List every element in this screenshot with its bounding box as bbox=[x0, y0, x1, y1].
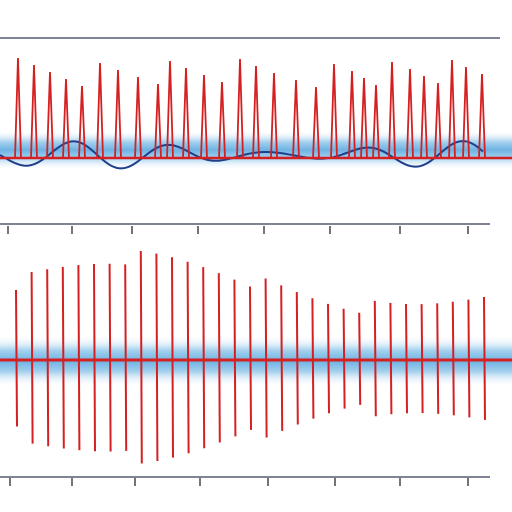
bottom-spike bbox=[139, 251, 143, 464]
top-spike bbox=[182, 67, 190, 159]
waveforms bbox=[0, 57, 512, 486]
top-spike bbox=[154, 83, 162, 159]
top-spike bbox=[96, 62, 104, 159]
top-spike bbox=[236, 58, 244, 159]
bottom-spike bbox=[202, 267, 206, 449]
bottom-spike bbox=[483, 296, 486, 420]
top-spike bbox=[406, 68, 414, 159]
top-spike bbox=[134, 76, 142, 159]
top-spike bbox=[448, 59, 456, 159]
top-spike bbox=[62, 78, 70, 159]
bottom-spike bbox=[77, 265, 81, 451]
bottom-spike bbox=[30, 272, 34, 444]
bottom-spike bbox=[15, 289, 18, 427]
bottom-spike bbox=[124, 264, 128, 451]
bottom-spike bbox=[171, 257, 174, 458]
bottom-spike bbox=[108, 263, 112, 452]
top-spike bbox=[166, 60, 174, 159]
top-spike bbox=[478, 73, 486, 159]
top-spike bbox=[30, 64, 38, 159]
bottom-spike bbox=[295, 292, 299, 425]
bottom-spike bbox=[249, 286, 252, 430]
top-spike bbox=[388, 61, 396, 159]
bottom-spike bbox=[61, 266, 65, 449]
top-spike bbox=[434, 82, 442, 159]
bottom-spike bbox=[280, 285, 284, 431]
bottom-spike bbox=[264, 278, 268, 438]
top-spike bbox=[78, 85, 86, 159]
top-spike bbox=[372, 84, 380, 159]
top-spike bbox=[360, 77, 368, 159]
bottom-spike bbox=[467, 299, 471, 418]
top-spike bbox=[252, 65, 260, 159]
top-spike bbox=[114, 69, 122, 159]
top-spike bbox=[270, 72, 278, 159]
top-spike bbox=[348, 70, 356, 159]
top-spike bbox=[462, 66, 470, 159]
bottom-spike bbox=[186, 261, 190, 454]
top-spike bbox=[312, 86, 320, 159]
bottom-spike bbox=[233, 279, 237, 437]
bottom-spike bbox=[155, 253, 159, 462]
bottom-spike bbox=[311, 298, 315, 419]
bottom-spike bbox=[93, 263, 96, 452]
top-spike bbox=[420, 75, 428, 159]
top-spike bbox=[46, 71, 54, 159]
bottom-spike bbox=[46, 269, 50, 447]
top-spike bbox=[218, 81, 226, 159]
top-spike bbox=[330, 63, 338, 159]
top-spike bbox=[14, 57, 22, 159]
bottom-spike bbox=[217, 273, 221, 443]
top-spike bbox=[200, 74, 208, 159]
top-spike bbox=[292, 79, 300, 159]
